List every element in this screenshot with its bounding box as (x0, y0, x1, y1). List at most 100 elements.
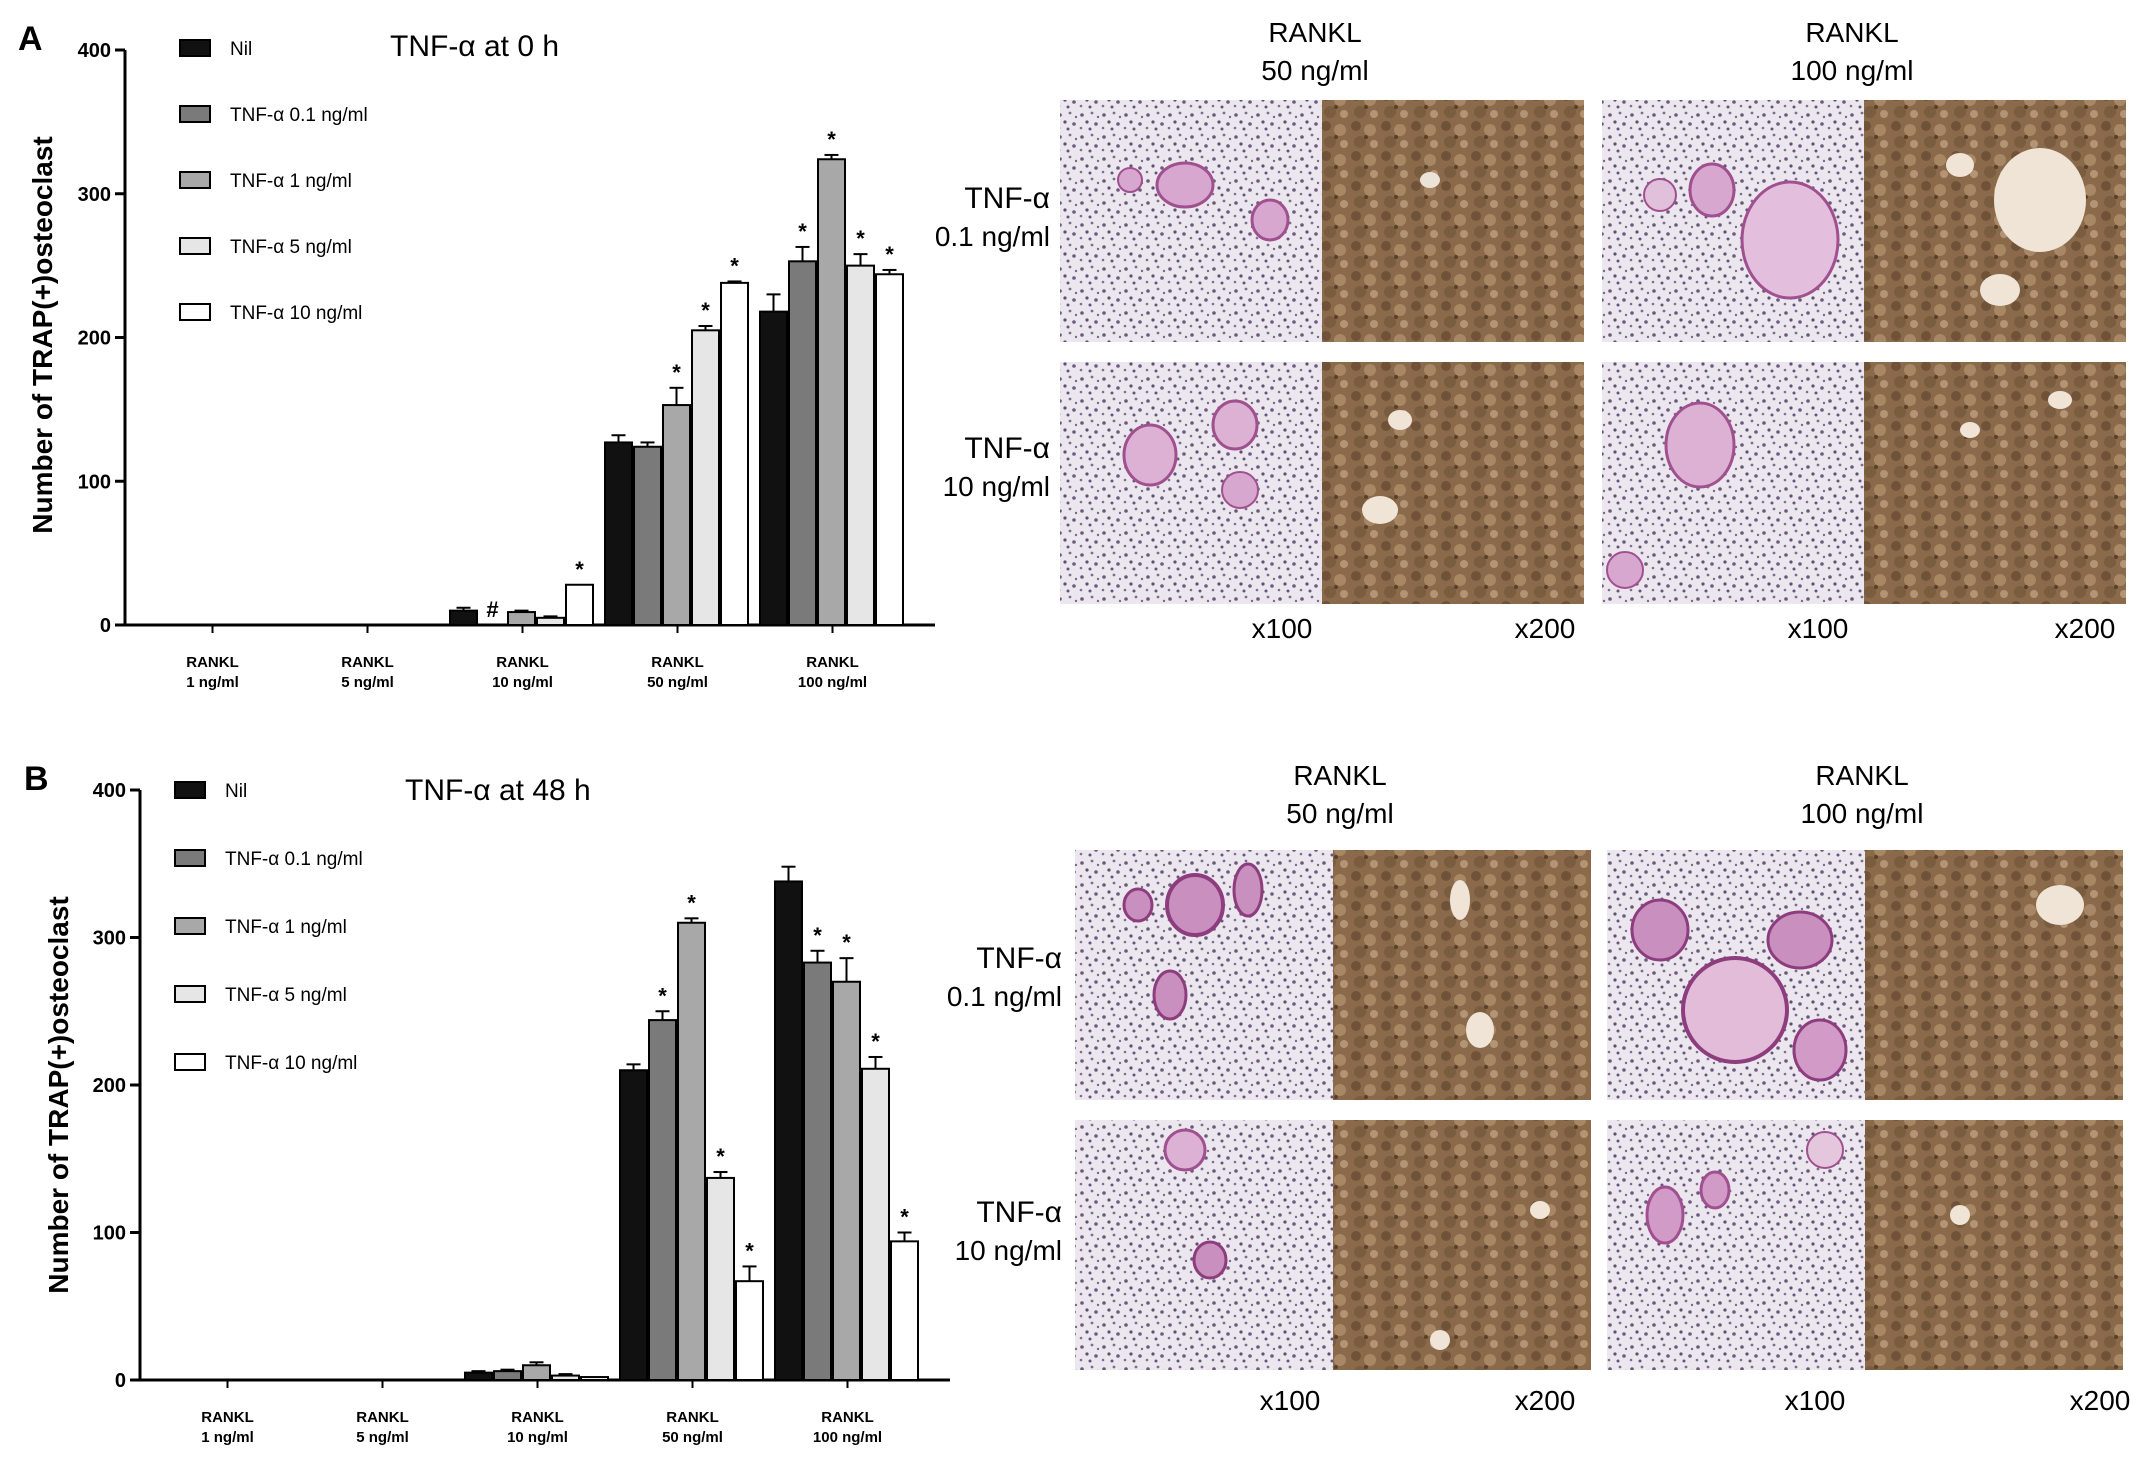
micrograph-pit-assay (1865, 850, 2123, 1100)
x-category-label-line2: 10 ng/ml (507, 1429, 568, 1446)
bar (449, 609, 478, 626)
micrograph-trap-stain (1075, 1120, 1333, 1370)
significance-mark: * (900, 1205, 909, 1230)
legend-swatch (179, 105, 211, 123)
micrograph-pit-assay (1864, 100, 2126, 342)
micrograph-pit-assay (1322, 100, 1584, 342)
bar (817, 158, 846, 626)
bar (861, 1067, 890, 1382)
row-label-line2: 10 ng/ml (943, 471, 1050, 502)
bar (551, 1374, 580, 1381)
legend-swatch (174, 781, 206, 799)
significance-mark: * (716, 1144, 725, 1169)
chart-panel-a: A Number of TRAP(+)osteoclast TNF-α at 0… (18, 20, 935, 691)
bar (507, 611, 536, 626)
legend-label: TNF-α 0.1 ng/ml (225, 849, 363, 870)
x-category-label-line1: RANKL (806, 654, 859, 671)
x-category-label-line1: RANKL (511, 1409, 564, 1426)
significance-mark: * (871, 1029, 880, 1054)
significance-mark: * (856, 226, 865, 251)
x-category-label-line1: RANKL (821, 1409, 874, 1426)
bar (706, 1176, 735, 1382)
x-category-label-line2: 100 ng/ml (813, 1429, 882, 1446)
column-header-line1: RANKL (1293, 760, 1386, 791)
significance-mark: * (658, 983, 667, 1008)
x-category-labels: RANKL 1 ng/ml RANKL 5 ng/ml RANKL 10 ng/ml RAN… (186, 625, 867, 691)
bar (803, 961, 832, 1381)
y-tick-label: 400 (78, 40, 111, 62)
legend-swatch (174, 917, 206, 935)
x-category-label-line1: RANKL (201, 1409, 254, 1426)
legend-label: Nil (225, 781, 247, 802)
micrograph-trap-stain (1607, 850, 1865, 1100)
bar (522, 1364, 551, 1381)
bar (677, 921, 706, 1381)
y-tick-label: 100 (93, 1223, 126, 1245)
row-label-line1: TNF-α (964, 182, 1050, 215)
bar (875, 273, 904, 626)
micrograph-pit-assay (1865, 1120, 2123, 1370)
micrograph-grid-b: RANKL 50 ng/ml RANKL 100 ng/ml TNF-α 0.1… (947, 760, 2131, 1416)
significance-mark: * (745, 1238, 754, 1263)
legend-label: TNF-α 0.1 ng/ml (230, 105, 368, 126)
bar (774, 880, 803, 1381)
significance-mark: * (827, 127, 836, 152)
column-header-line2: 100 ng/ml (1791, 55, 1914, 86)
legend-swatch (179, 171, 211, 189)
magnification-label: x200 (1515, 1385, 1576, 1416)
significance-mark: # (486, 597, 498, 622)
micrograph-pit-assay (1864, 362, 2126, 604)
bar (788, 260, 817, 626)
micrograph-trap-stain (1075, 850, 1333, 1100)
x-category-label-line2: 50 ng/ml (647, 674, 708, 691)
magnification-label: x100 (1260, 1385, 1321, 1416)
magnification-label: x200 (1515, 613, 1576, 644)
bar (691, 329, 720, 626)
magnification-label: x200 (2070, 1385, 2131, 1416)
chart-title: TNF-α at 48 h (405, 774, 591, 807)
chart-title: TNF-α at 0 h (390, 30, 559, 63)
bars: * * * * * * * * (464, 865, 919, 1382)
column-header-line2: 100 ng/ml (1801, 798, 1924, 829)
y-tick-label: 300 (93, 928, 126, 950)
x-category-labels: RANKL 1 ng/ml RANKL 5 ng/ml RANKL 10 ng/ml RAN… (201, 1380, 882, 1446)
x-category-label-line1: RANKL (666, 1409, 719, 1426)
y-tick-label: 300 (78, 184, 111, 206)
significance-mark: * (798, 219, 807, 244)
significance-mark: * (813, 923, 822, 948)
significance-mark: * (672, 360, 681, 385)
bar (890, 1240, 919, 1381)
row-label-line1: TNF-α (976, 942, 1062, 975)
row-label-line2: 0.1 ng/ml (947, 981, 1062, 1012)
micrograph-trap-stain (1602, 100, 1864, 342)
bar (619, 1069, 648, 1381)
significance-mark: * (842, 930, 851, 955)
legend-label: Nil (230, 39, 252, 60)
legend-swatch (174, 1053, 206, 1071)
x-category-label-line1: RANKL (341, 654, 394, 671)
x-category-label-line2: 50 ng/ml (662, 1429, 723, 1446)
column-header-line1: RANKL (1815, 760, 1908, 791)
bar (648, 1019, 677, 1381)
row-label-line2: 0.1 ng/ml (935, 221, 1050, 252)
column-header-line1: RANKL (1805, 17, 1898, 48)
x-category-label-line1: RANKL (496, 654, 549, 671)
x-category-label-line2: 1 ng/ml (201, 1429, 254, 1446)
significance-mark: * (575, 557, 584, 582)
bar (536, 616, 565, 626)
micrograph-trap-stain (1602, 362, 1864, 604)
magnification-label: x100 (1788, 613, 1849, 644)
micrograph-pit-assay (1333, 850, 1591, 1100)
legend-swatch (179, 237, 211, 255)
micrograph-grid-a: RANKL 50 ng/ml RANKL 100 ng/ml TNF-α 0.1… (935, 17, 2126, 644)
column-header-line1: RANKL (1268, 17, 1361, 48)
legend: Nil TNF-α 0.1 ng/ml TNF-α 1 ng/ml TNF-α 5 n… (179, 39, 368, 324)
legend-label: TNF-α 1 ng/ml (230, 171, 352, 192)
bar (633, 445, 662, 626)
bars: # * * * * * * * * (449, 127, 904, 626)
magnification-label: x100 (1252, 613, 1313, 644)
bar (493, 1370, 522, 1382)
panel-letter-a: A (18, 20, 43, 58)
bar (464, 1371, 493, 1381)
bar (604, 441, 633, 626)
